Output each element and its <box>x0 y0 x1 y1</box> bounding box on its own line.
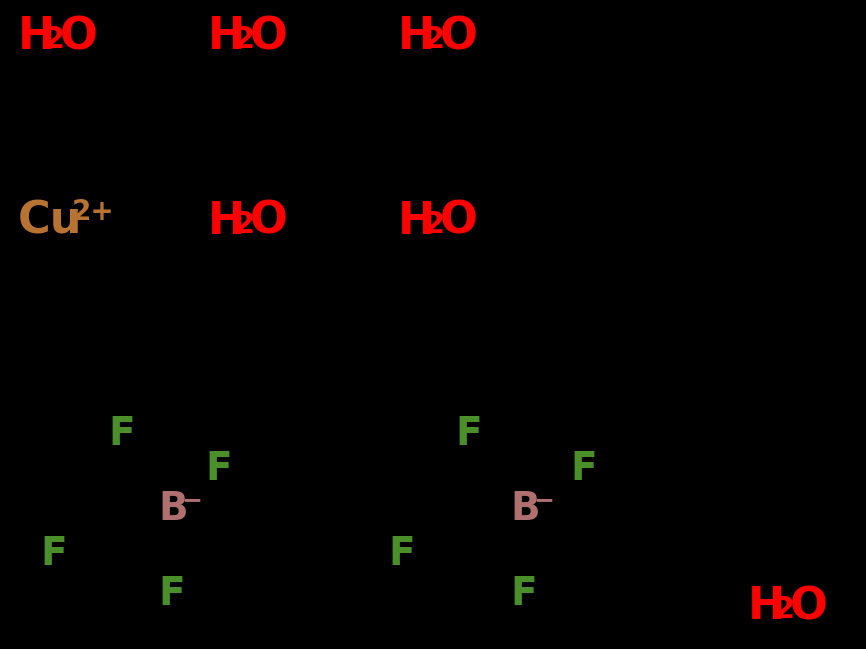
Text: F: F <box>108 415 134 453</box>
Text: O: O <box>440 15 478 58</box>
Text: H: H <box>208 15 245 58</box>
Text: F: F <box>388 535 415 573</box>
Text: 2+: 2+ <box>72 198 115 226</box>
Text: H: H <box>398 15 436 58</box>
Text: 2: 2 <box>234 210 255 239</box>
Text: 2: 2 <box>44 25 65 54</box>
Text: H: H <box>398 200 436 243</box>
Text: O: O <box>250 15 288 58</box>
Text: −: − <box>181 488 202 512</box>
Text: −: − <box>533 488 554 512</box>
Text: Cu: Cu <box>18 200 82 243</box>
Text: H: H <box>18 15 55 58</box>
Text: F: F <box>455 415 481 453</box>
Text: F: F <box>158 575 184 613</box>
Text: O: O <box>60 15 98 58</box>
Text: F: F <box>510 575 537 613</box>
Text: B: B <box>510 490 540 528</box>
Text: 2: 2 <box>774 595 795 624</box>
Text: F: F <box>205 450 231 488</box>
Text: F: F <box>570 450 597 488</box>
Text: H: H <box>748 585 785 628</box>
Text: F: F <box>40 535 67 573</box>
Text: O: O <box>790 585 828 628</box>
Text: 2: 2 <box>424 25 445 54</box>
Text: H: H <box>208 200 245 243</box>
Text: O: O <box>440 200 478 243</box>
Text: 2: 2 <box>234 25 255 54</box>
Text: O: O <box>250 200 288 243</box>
Text: B: B <box>158 490 188 528</box>
Text: 2: 2 <box>424 210 445 239</box>
